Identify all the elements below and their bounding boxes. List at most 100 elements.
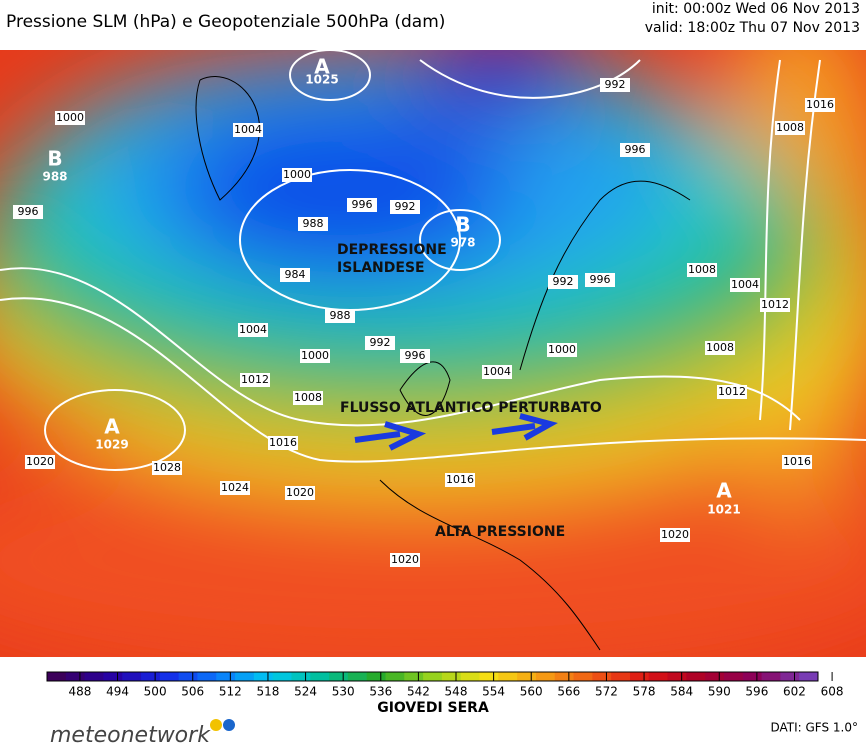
colorbar-swatch [235,672,255,681]
colorbar-swatch [592,672,612,681]
colorbar-tick-label: 596 [745,685,768,699]
isobar-label: 992 [370,336,391,349]
isobar-label-box [620,143,650,157]
isobar-label-box [782,455,812,469]
isobar-label: 1016 [783,455,811,468]
isobar-label: 1004 [483,365,511,378]
isobar-label: 1020 [286,486,314,499]
isobar-label: 1020 [26,455,54,468]
isobar-label-box [687,263,717,277]
map-annotation: FLUSSO ATLANTICO PERTURBATO [340,400,602,416]
pressure-center-value: 1025 [305,73,338,87]
isobar-label: 996 [590,273,611,286]
isobar-label-box [445,473,475,487]
isobar-label: 1008 [706,341,734,354]
colorbar-swatch [404,672,424,681]
title: Pressione SLM (hPa) e Geopotenziale 500h… [6,12,445,32]
isobar-label-box [730,278,760,292]
colorbar-tick-label: 584 [670,685,693,699]
isobar-label: 1016 [806,98,834,111]
colorbar-swatch [197,672,217,681]
pressure-center-value: 988 [42,170,67,184]
colorbar-tick-label: 560 [520,685,543,699]
colorbar-tick-label: 542 [407,685,430,699]
colorbar-swatch [441,672,462,681]
isobar-label: 1004 [731,278,759,291]
colorbar-label: GIOVEDI SERA [377,700,489,716]
colorbar-tick-label: 566 [557,685,580,699]
isobar-label-box [293,391,323,405]
isobar-label-box [25,455,55,469]
colorbar-swatch [648,672,669,681]
isobar-label-box [325,309,355,323]
isobar-label-box [400,349,430,363]
isobar-label: 1000 [301,349,329,362]
isobar-label: 1000 [548,343,576,356]
isobar-label-box [268,436,298,450]
colorbar-tick-label: 548 [445,685,468,699]
colorbar-swatch [423,672,443,681]
isobar-label: 996 [405,349,426,362]
colorbar-tick-label: 572 [595,685,618,699]
isobar-label-box [547,343,577,357]
isobar-label-box [220,481,250,495]
isobar-label-box [390,553,420,567]
isobar-label: 992 [605,78,626,91]
colorbar-swatch [723,672,744,681]
colorbar-swatch [535,672,556,681]
colorbar-tick-label: 608 [821,685,844,699]
isobar-label-box [152,461,182,475]
isobar-label-box [347,198,377,212]
colorbar-swatch [629,672,650,681]
isobar-label: 1012 [718,385,746,398]
isobar-label-box [298,217,328,231]
colorbar-swatch [799,672,819,681]
colorbar-tick-label: 506 [181,685,204,699]
colorbar: 488 494 500 506 512 518 524 530 536 542 548 554 560 5… [46,671,844,699]
isobar-label: 1000 [56,111,84,124]
colorbar-tick-label: 494 [106,685,129,699]
colorbar-tick-label: 602 [783,685,806,699]
isobar-label: 996 [352,198,373,211]
isobar-label-box [390,200,420,214]
colorbar-swatch [272,672,292,681]
isobar-label: 992 [395,200,416,213]
isobar-label: 1008 [688,263,716,276]
colorbar-swatch [159,672,180,681]
colorbar-swatch [122,672,142,681]
colorbar-swatch [780,672,800,681]
isobar-label: 996 [625,143,646,156]
isobar-label: 1012 [241,373,269,386]
isobar-label: 1016 [446,473,474,486]
isobar-label-box [300,349,330,363]
data-source: DATI: GFS 1.0° [770,721,858,735]
colorbar-tick-label: 512 [219,685,242,699]
colorbar-swatch [479,672,499,681]
isobar-label-box [13,205,43,219]
colorbar-swatch [141,672,161,681]
colorbar-tick-label: 578 [633,685,656,699]
colorbar-tick-label: 488 [68,685,91,699]
pressure-center-letter: B [455,213,470,237]
isobar-label-box [285,486,315,500]
colorbar-swatch [310,672,330,681]
isobar-label-box [482,365,512,379]
pressure-center-letter: B [47,147,62,171]
colorbar-tick-label: 500 [144,685,167,699]
isobar-label-box [805,98,835,112]
colorbar-swatch [385,672,405,681]
isobar-label-box [233,123,263,137]
isobar-label-box [705,341,735,355]
colorbar-swatch [103,672,123,681]
isobar-label-box [585,273,615,287]
colorbar-swatch [573,672,593,681]
isobar-label-box [365,336,395,350]
isobar-label-box [717,385,747,399]
colorbar-swatch [742,672,763,681]
pressure-center-value: 1029 [95,438,128,452]
colorbar-swatch [329,672,349,681]
colorbar-swatch [291,672,311,681]
pressure-center-letter: A [716,479,732,503]
colorbar-tick-label: 530 [332,685,355,699]
